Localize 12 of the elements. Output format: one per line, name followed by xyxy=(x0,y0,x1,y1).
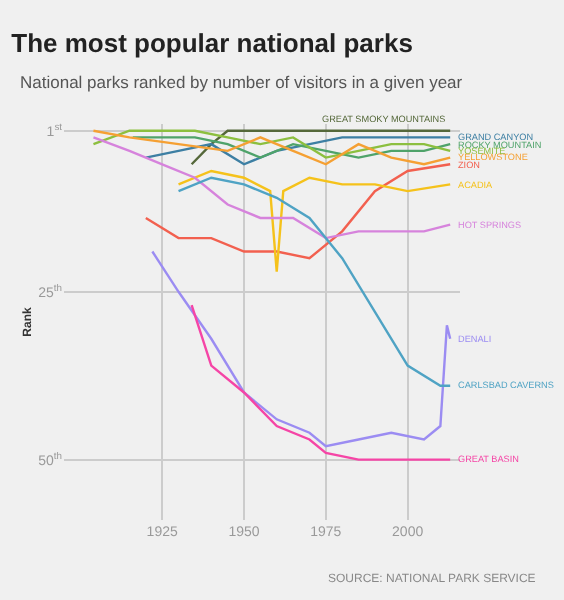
line-series xyxy=(92,129,452,159)
line-series xyxy=(144,136,452,166)
line-series xyxy=(92,136,452,240)
line-series xyxy=(151,250,452,448)
line-series xyxy=(177,169,452,273)
chart-title: The most popular national parks xyxy=(11,27,413,58)
line-series xyxy=(92,129,452,166)
chart-subtitle: National parks ranked by number of visitors in a given year xyxy=(20,72,463,92)
line-series xyxy=(190,304,452,461)
line-series xyxy=(144,163,452,260)
line-series xyxy=(177,176,452,387)
line-series xyxy=(131,136,452,159)
